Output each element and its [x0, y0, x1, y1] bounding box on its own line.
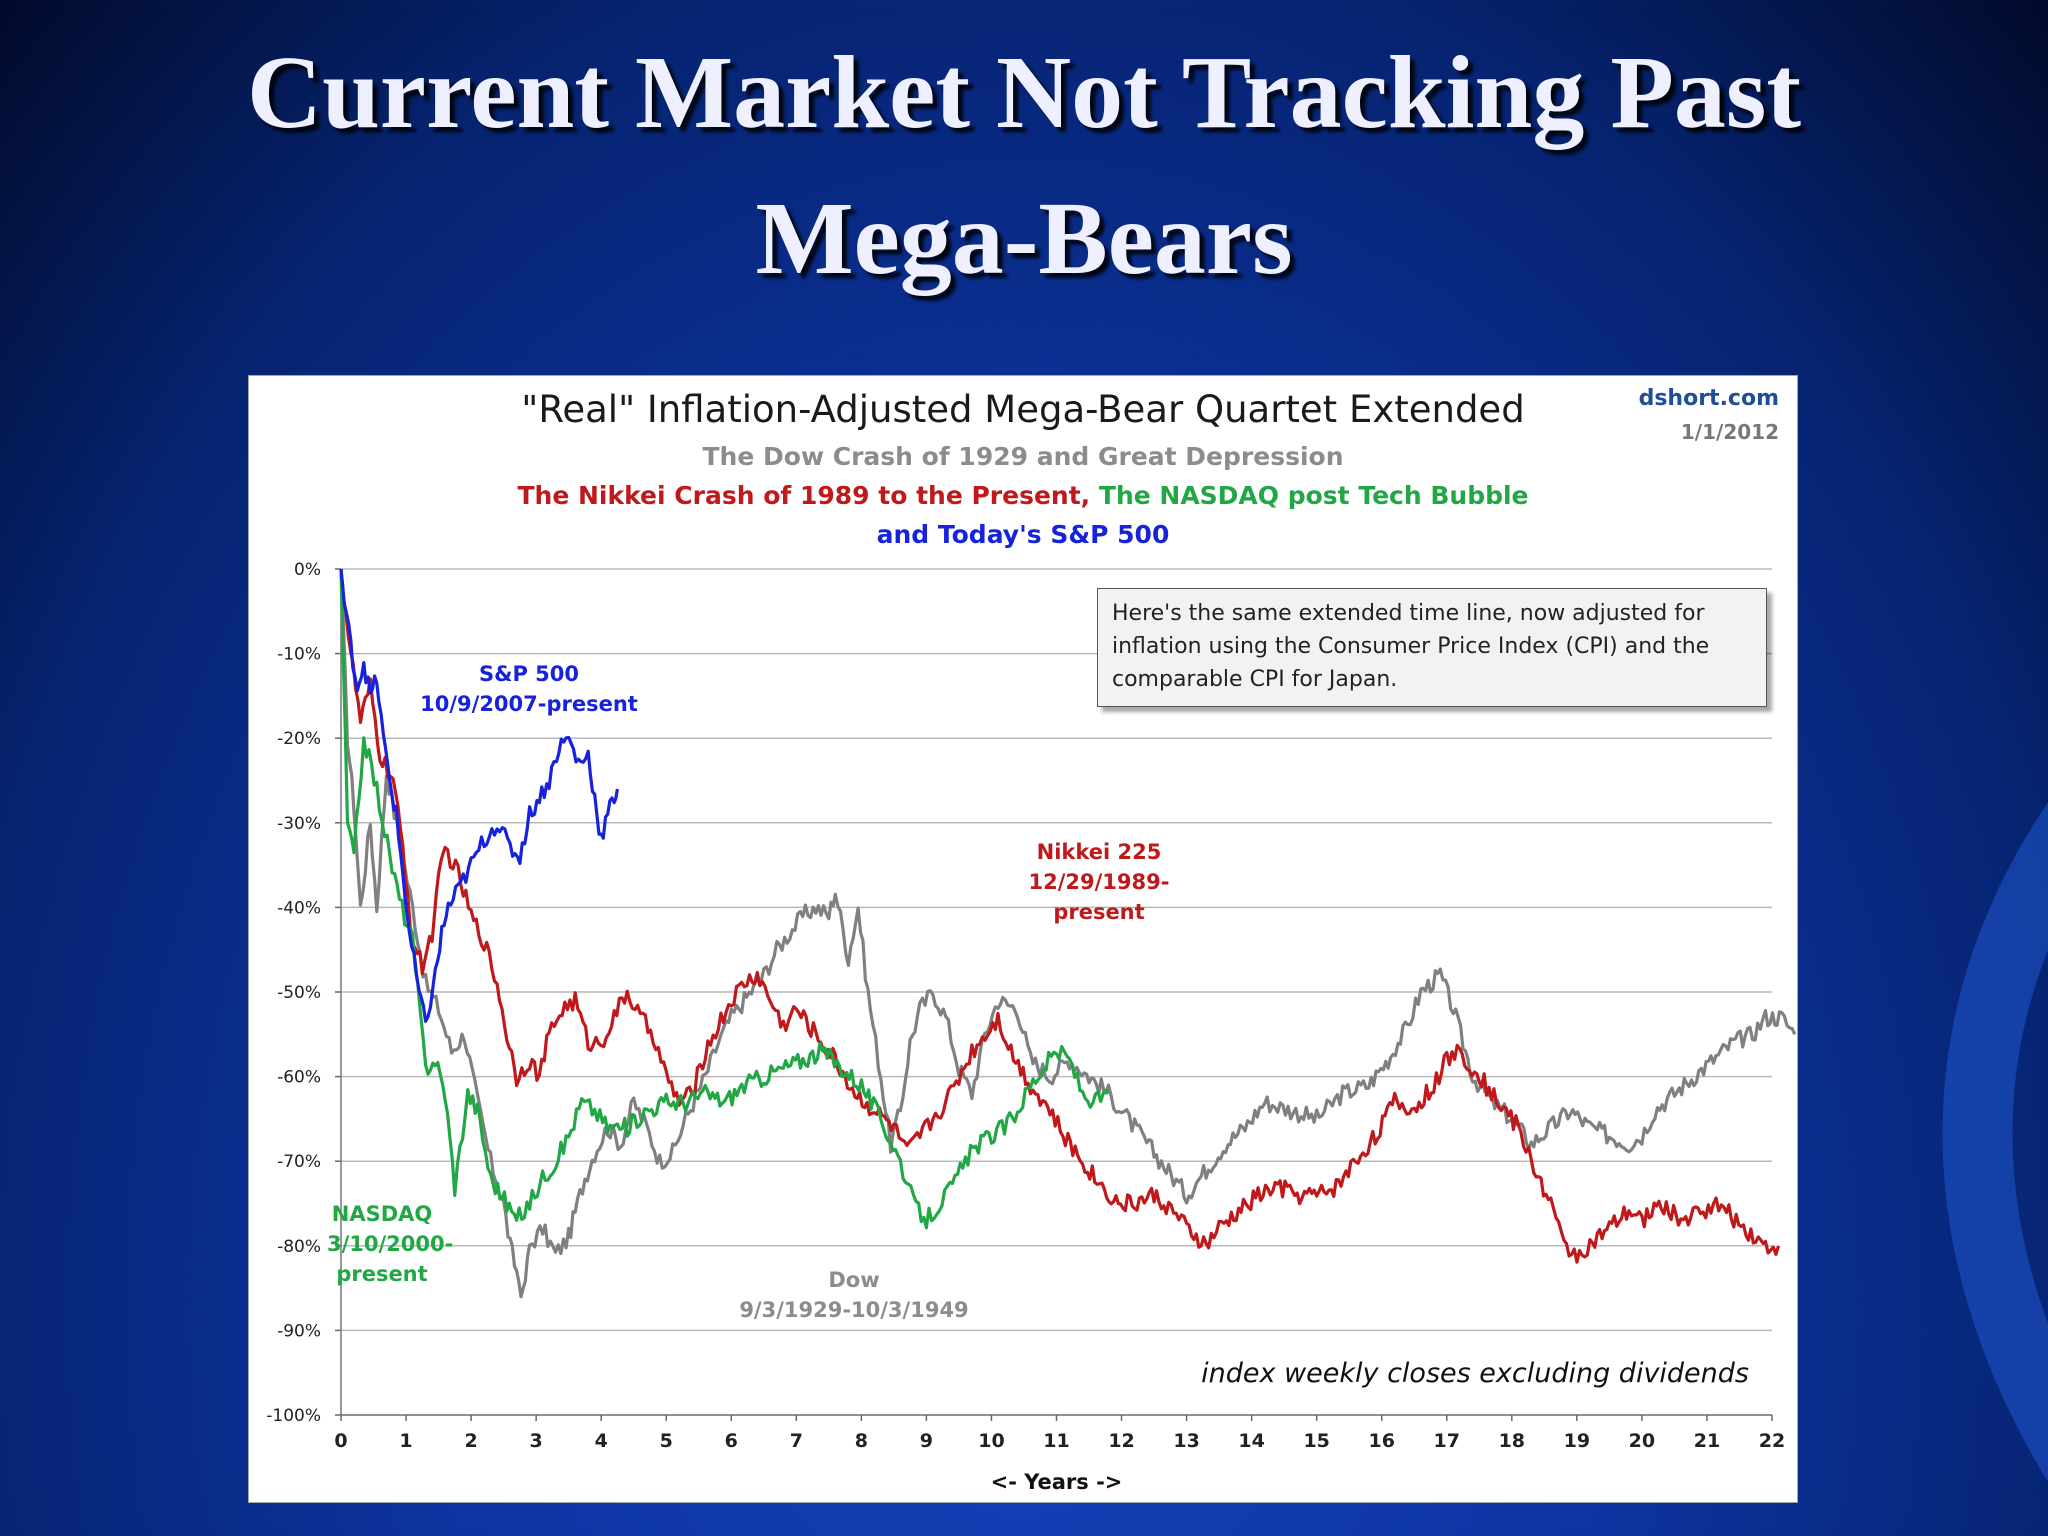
y-tick-label: -50% — [277, 983, 321, 1003]
x-tick-label: 4 — [595, 1430, 608, 1452]
chart-subtitle-nikkei: The Nikkei Crash of 1989 to the Present, — [517, 481, 1091, 510]
x-tick-label: 10 — [978, 1430, 1004, 1452]
x-tick-label: 2 — [464, 1430, 477, 1452]
x-tick-label: 22 — [1759, 1430, 1785, 1452]
y-tick-label: -20% — [277, 729, 321, 749]
y-tick-label: -60% — [277, 1068, 321, 1088]
chart-subtitle-dow: The Dow Crash of 1929 and Great Depressi… — [702, 442, 1344, 471]
slide-title-line-1: Current Market Not Tracking Past — [246, 35, 1801, 150]
x-tick-label: 9 — [920, 1430, 933, 1452]
x-tick-label: 12 — [1108, 1430, 1134, 1452]
y-tick-label: -10% — [277, 645, 321, 665]
y-tick-label: -30% — [277, 814, 321, 834]
x-tick-label: 8 — [855, 1430, 868, 1452]
x-tick-label: 20 — [1629, 1430, 1655, 1452]
x-tick-label: 21 — [1694, 1430, 1720, 1452]
source-label: dshort.com — [1638, 386, 1779, 411]
series-line-nikkei-225 — [339, 568, 1781, 1264]
x-tick-label: 14 — [1238, 1430, 1264, 1452]
x-tick-label: 1 — [399, 1430, 412, 1452]
footnote: index weekly closes excluding dividends — [1201, 1358, 1749, 1389]
y-tick-label: -90% — [277, 1321, 321, 1341]
y-tick-label: -70% — [277, 1152, 321, 1172]
slide-title-line-2: Mega-Bears — [755, 181, 1293, 296]
dow-label-line-2: 9/3/1929-10/3/1949 — [739, 1298, 969, 1322]
x-tick-label: 19 — [1564, 1430, 1590, 1452]
y-tick-label: -100% — [266, 1406, 321, 1426]
nasdaq-label-line-3: present — [336, 1262, 428, 1286]
x-tick-label: 18 — [1499, 1430, 1525, 1452]
chart-subtitle-nasdaq: The NASDAQ post Tech Bubble — [1090, 481, 1529, 510]
background-swoosh-decoration — [1942, 802, 2048, 1480]
chart-subtitle-sp: and Today's S&P 500 — [876, 520, 1170, 549]
chart-panel: "Real" Inflation-Adjusted Mega-Bear Quar… — [248, 375, 1798, 1503]
nasdaq-label: NASDAQ 3/10/2000- present — [327, 1199, 454, 1289]
annotation-note: Here's the same extended time line, now … — [1097, 588, 1767, 707]
y-tick-label: -40% — [277, 898, 321, 918]
nikkei-label: Nikkei 225 12/29/1989-present — [989, 837, 1209, 927]
nikkei-label-line-2: 12/29/1989-present — [1028, 870, 1170, 924]
nikkei-label-line-1: Nikkei 225 — [1036, 840, 1162, 864]
y-tick-label: 0% — [294, 560, 321, 580]
date-label: 1/1/2012 — [1680, 420, 1779, 444]
sp500-label: S&P 500 10/9/2007-present — [419, 659, 639, 719]
chart-plot-area: 0% -10% -20% -30% -40% -50% -60% -70% -80% -90% -1… — [266, 560, 1797, 1494]
x-tick-label: 6 — [725, 1430, 738, 1452]
series-line-nasdaq — [339, 568, 1110, 1230]
nasdaq-label-line-2: 3/10/2000- — [327, 1232, 454, 1256]
chart-subtitle-nikkei-nasdaq: The Nikkei Crash of 1989 to the Present,… — [249, 481, 1797, 510]
chart-title: "Real" Inflation-Adjusted Mega-Bear Quar… — [521, 388, 1525, 431]
x-tick-label: 5 — [660, 1430, 673, 1452]
x-tick-label: 15 — [1303, 1430, 1329, 1452]
dow-label: Dow 9/3/1929-10/3/1949 — [714, 1265, 994, 1325]
y-tick-label: -80% — [277, 1237, 321, 1257]
x-tick-label: 11 — [1043, 1430, 1069, 1452]
x-tick-label: 13 — [1173, 1430, 1199, 1452]
x-axis-label: <- Years -> — [991, 1470, 1123, 1494]
x-tick-label: 16 — [1369, 1430, 1395, 1452]
slide-title: Current Market Not Tracking Past Mega-Be… — [0, 20, 2048, 312]
nasdaq-label-line-1: NASDAQ — [331, 1202, 433, 1226]
dow-label-line-1: Dow — [828, 1268, 880, 1292]
series-line-s-p-500 — [339, 568, 619, 1023]
x-tick-label: 7 — [790, 1430, 803, 1452]
x-tick-label: 0 — [334, 1430, 347, 1452]
x-tick-label: 3 — [530, 1430, 543, 1452]
sp500-label-line-1: S&P 500 — [479, 662, 579, 686]
x-tick-label: 17 — [1434, 1430, 1460, 1452]
sp500-label-line-2: 10/9/2007-present — [420, 692, 638, 716]
